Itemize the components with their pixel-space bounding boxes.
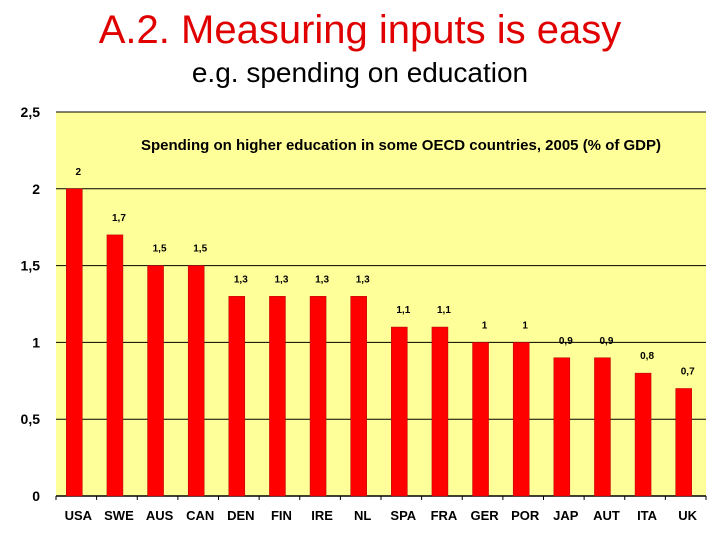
- data-label: 0,9: [559, 336, 573, 347]
- bar: [472, 342, 489, 497]
- y-tick-label: 0: [32, 488, 40, 504]
- slide-title: A.2. Measuring inputs is easy: [98, 8, 622, 52]
- bar: [594, 357, 611, 497]
- x-tick-label: SWE: [104, 508, 134, 523]
- bar: [106, 234, 124, 497]
- chart-title: Spending on higher education in some OEC…: [141, 137, 661, 154]
- x-tick-label: SPA: [390, 508, 416, 523]
- data-label: 1,5: [193, 244, 207, 255]
- data-label: 0,8: [640, 351, 654, 362]
- data-label: 1,3: [356, 274, 370, 285]
- x-tick-label: ITA: [637, 508, 658, 523]
- y-tick-label: 1,5: [21, 258, 41, 274]
- x-tick-label: CAN: [186, 508, 214, 523]
- bar: [187, 265, 205, 497]
- data-label: 1,3: [315, 274, 329, 285]
- bar: [228, 296, 246, 497]
- bar: [350, 296, 367, 497]
- bar: [391, 326, 408, 497]
- x-tick-label: JAP: [553, 508, 579, 523]
- data-label: 1,3: [274, 274, 288, 285]
- y-tick-label: 1: [32, 334, 40, 350]
- bar: [66, 188, 83, 497]
- bar: [431, 326, 449, 497]
- x-tick-label: GER: [470, 508, 499, 523]
- bar: [512, 342, 530, 497]
- x-tick-label: IRE: [311, 508, 333, 523]
- bar: [269, 296, 286, 497]
- bar: [634, 372, 652, 497]
- slide-subtitle: e.g. spending on education: [191, 57, 529, 88]
- data-label: 0,9: [599, 336, 613, 347]
- data-label: 1,3: [234, 274, 248, 285]
- y-tick-label: 2,5: [21, 104, 41, 120]
- x-tick-label: AUS: [146, 508, 174, 523]
- x-tick-label: AUT: [593, 508, 620, 523]
- x-tick-label: USA: [65, 508, 93, 523]
- x-tick-label: DEN: [227, 508, 254, 523]
- data-label: 1,1: [437, 305, 451, 316]
- data-label: 1: [482, 320, 488, 331]
- data-label: 2: [76, 167, 82, 178]
- data-label: 1,1: [396, 305, 410, 316]
- bar-chart: 0 0,5 1 1,5 2 2,5 Spending on higher education…: [4, 100, 716, 532]
- bar: [675, 388, 692, 497]
- bar: [147, 265, 164, 497]
- y-tick-label: 2: [32, 181, 40, 197]
- x-tick-label: NL: [354, 508, 371, 523]
- data-label: 1,5: [153, 244, 167, 255]
- y-tick-label: 0,5: [21, 411, 41, 427]
- bar: [309, 296, 327, 497]
- bar: [553, 357, 571, 497]
- data-label: 1,7: [112, 213, 126, 224]
- x-tick-label: POR: [511, 508, 540, 523]
- x-tick-label: FIN: [271, 508, 292, 523]
- data-label: 1: [522, 320, 528, 331]
- x-tick-label: UK: [678, 508, 697, 523]
- data-label: 0,7: [681, 366, 695, 377]
- x-tick-label: FRA: [431, 508, 458, 523]
